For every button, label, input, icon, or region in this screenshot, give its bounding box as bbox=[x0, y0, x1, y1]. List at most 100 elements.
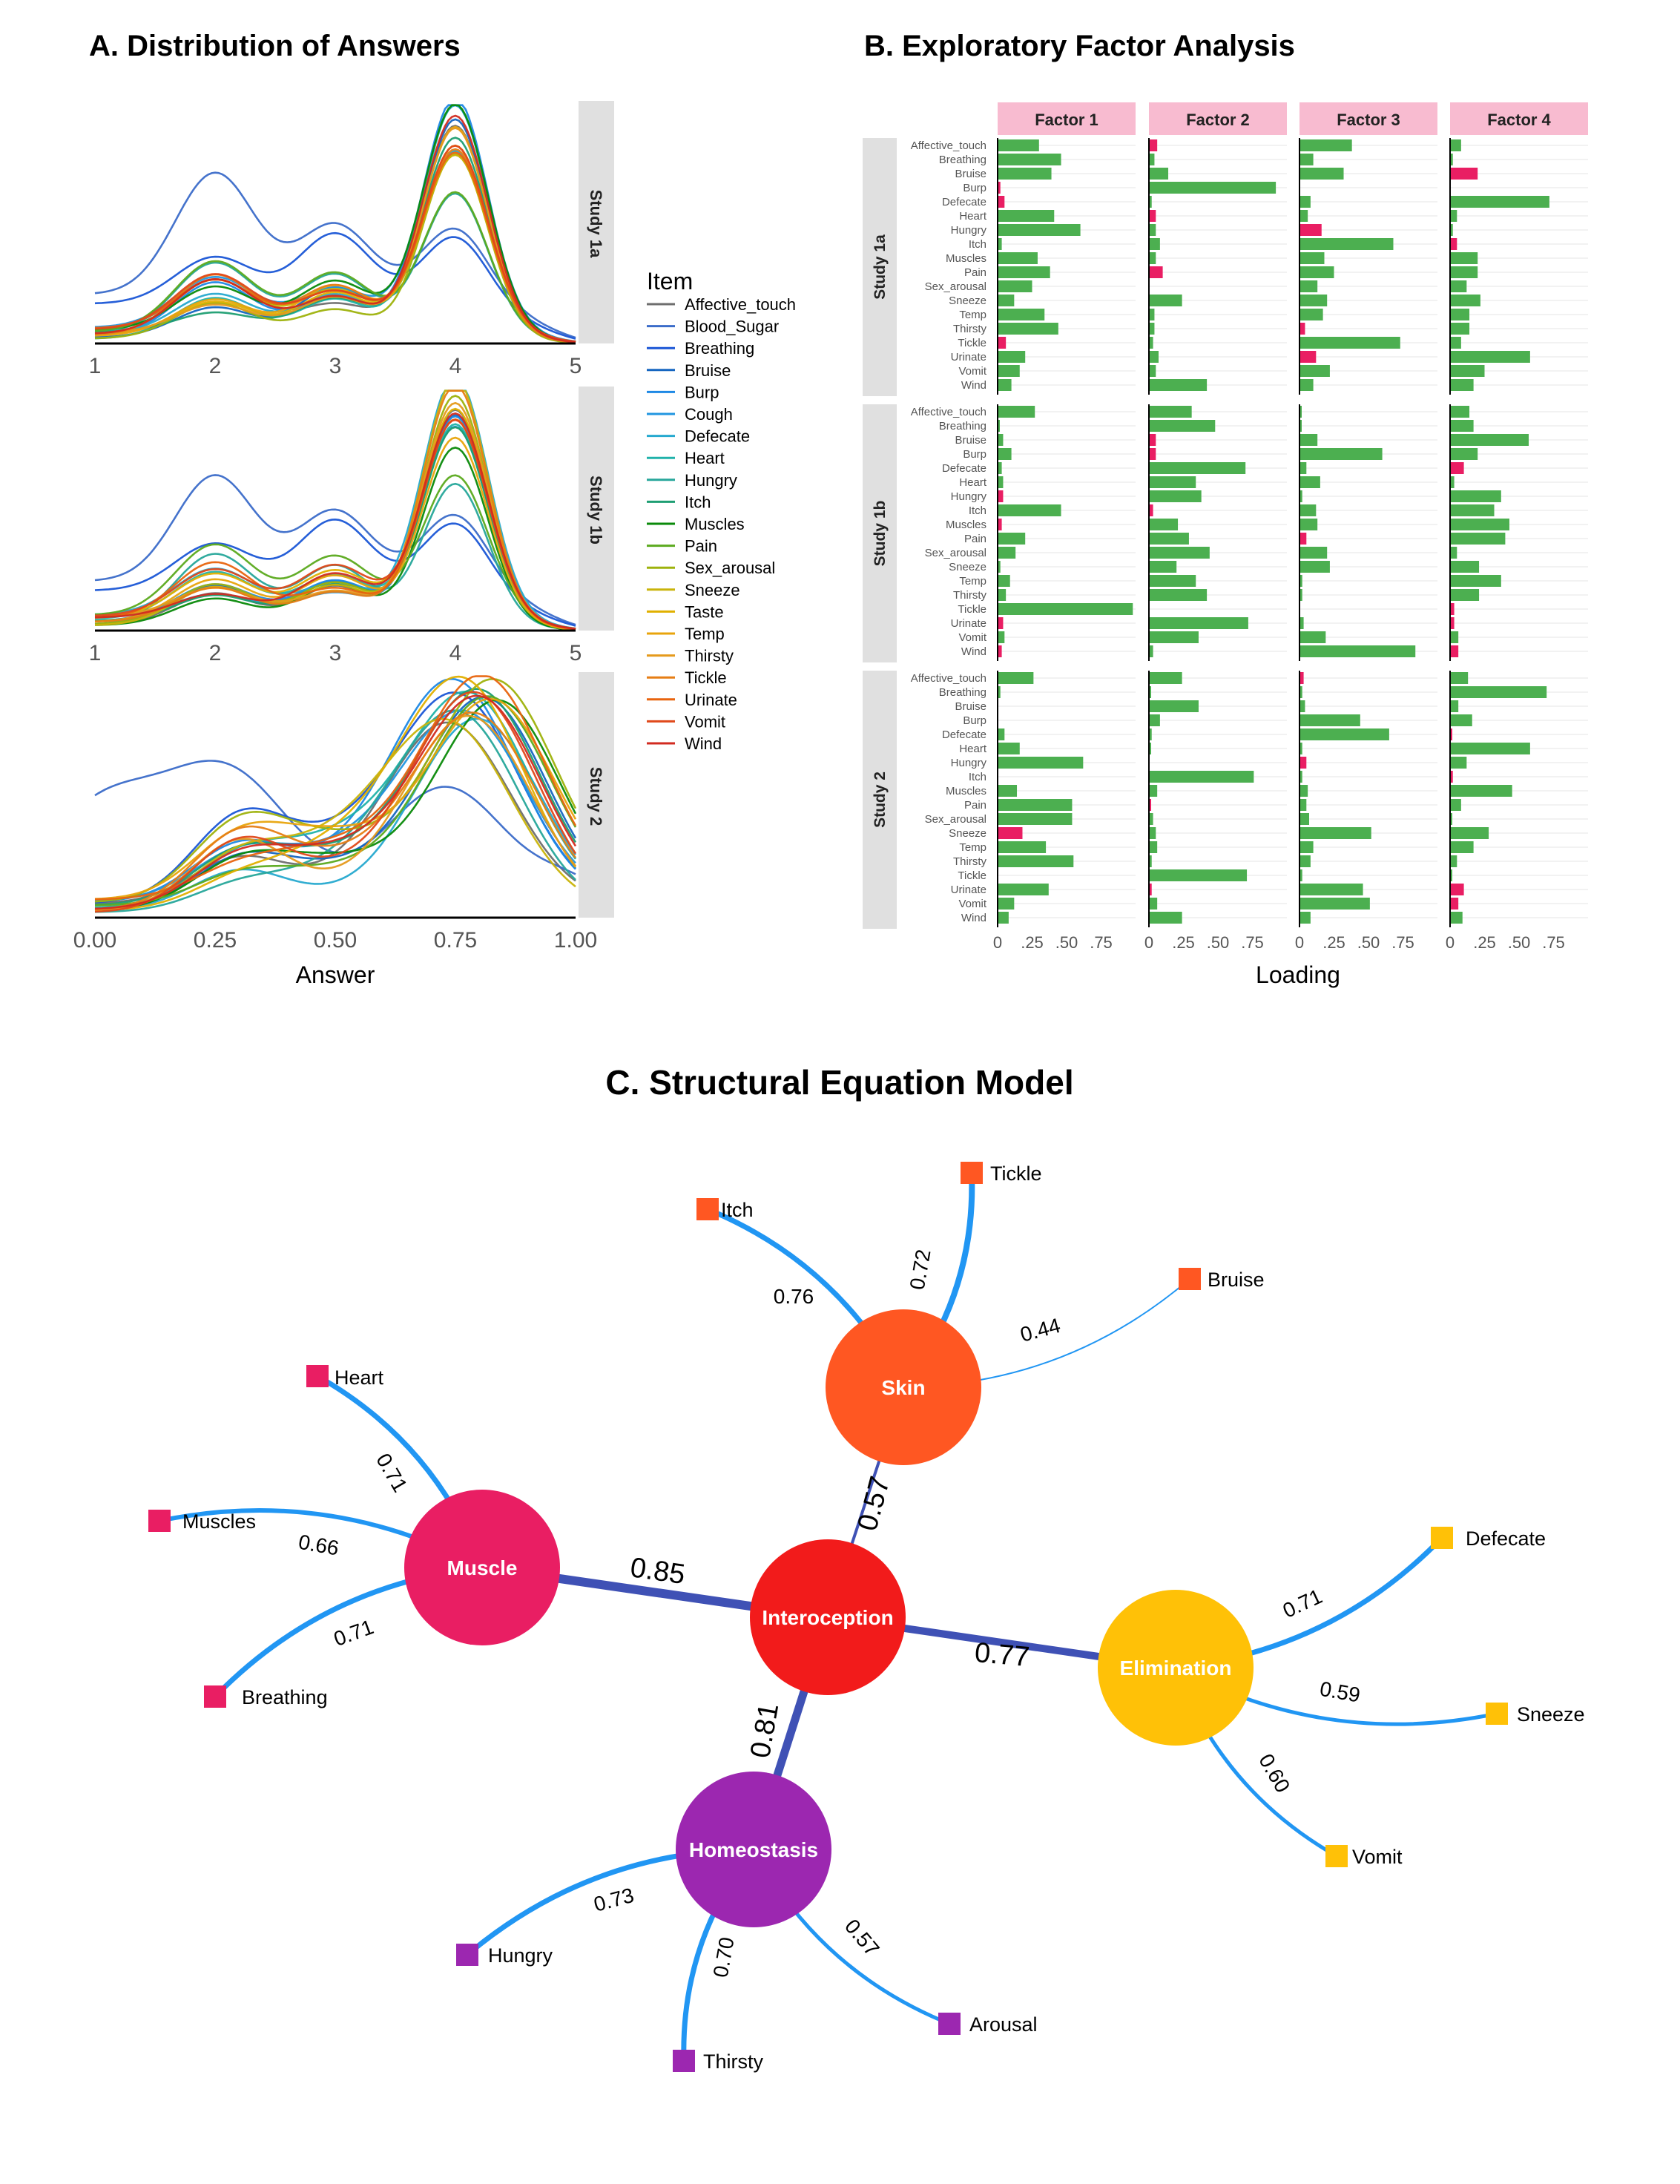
indicator-label: Muscles bbox=[182, 1510, 256, 1533]
loading-bar bbox=[1299, 785, 1308, 797]
loading-bar bbox=[1450, 743, 1530, 754]
loading-bar bbox=[1299, 351, 1317, 363]
density-line-defecate bbox=[94, 149, 576, 343]
loading-bar bbox=[998, 743, 1020, 754]
loading-bar bbox=[1299, 714, 1360, 726]
density-line-muscles bbox=[94, 104, 576, 343]
indicator-loading-label: 0.60 bbox=[1254, 1750, 1294, 1797]
legend-label: Taste bbox=[685, 602, 724, 621]
legend-label: Wind bbox=[685, 734, 722, 753]
loading-bar bbox=[998, 420, 1000, 432]
loading-bar bbox=[1450, 841, 1474, 853]
legend-item: Muscles bbox=[647, 515, 745, 533]
density-line-cough bbox=[94, 709, 576, 901]
loading-bar bbox=[998, 672, 1034, 684]
loading-bar bbox=[1299, 533, 1307, 545]
latent-node-interoception bbox=[750, 1539, 906, 1695]
item-label: Muscles bbox=[946, 785, 986, 797]
loading-bar bbox=[1450, 139, 1461, 151]
loading-bar bbox=[998, 337, 1007, 349]
x-tick-label: 1 bbox=[89, 641, 102, 665]
indicator-loading-label: 0.66 bbox=[297, 1530, 340, 1560]
legend-item: Affective_touch bbox=[647, 295, 796, 314]
density-line-itch bbox=[94, 426, 576, 631]
loading-bar bbox=[998, 728, 1005, 740]
loading-bar bbox=[1299, 645, 1416, 657]
loading-bar bbox=[1299, 379, 1314, 391]
item-label: Tickle bbox=[958, 337, 986, 349]
loading-bar bbox=[998, 519, 1002, 530]
factor-node-label: Skin bbox=[881, 1376, 925, 1399]
item-label: Breathing bbox=[939, 420, 986, 432]
structural-loading-label: 0.85 bbox=[628, 1552, 687, 1591]
loading-bar bbox=[1450, 266, 1478, 278]
x-tick-label: 0.00 bbox=[73, 928, 116, 953]
loading-bar bbox=[1299, 196, 1311, 208]
loading-bar bbox=[998, 238, 1002, 250]
loading-bar bbox=[1299, 323, 1305, 335]
indicator-node bbox=[1325, 1845, 1348, 1867]
legend-label: Sneeze bbox=[685, 581, 740, 599]
loading-bar bbox=[1450, 884, 1464, 895]
loading-bar bbox=[1299, 476, 1320, 488]
legend-item: Breathing bbox=[647, 339, 754, 358]
loading-bar bbox=[1149, 168, 1169, 180]
item-label: Muscles bbox=[946, 252, 986, 265]
loading-bar bbox=[1149, 139, 1158, 151]
indicator-label: Thirsty bbox=[703, 2050, 764, 2073]
item-label: Vomit bbox=[958, 898, 986, 910]
indicator-loading-label: 0.73 bbox=[591, 1884, 636, 1916]
loading-bar bbox=[1299, 337, 1400, 349]
indicator-label: Breathing bbox=[242, 1686, 328, 1708]
loading-bar bbox=[998, 827, 1023, 839]
loading-bar bbox=[998, 785, 1018, 797]
loading-bar bbox=[1149, 813, 1153, 825]
x-tick-label: 0.50 bbox=[314, 928, 357, 953]
loading-bar bbox=[998, 561, 1001, 573]
loading-bar bbox=[1450, 533, 1506, 545]
facet-strip bbox=[579, 672, 614, 918]
loading-bar bbox=[1299, 799, 1307, 811]
loading-bar bbox=[998, 645, 1002, 657]
loading-bar bbox=[1149, 547, 1210, 559]
loading-bar bbox=[1450, 238, 1457, 250]
loading-bar bbox=[1450, 617, 1455, 629]
study-facet-2: Study 1b Affective_touch Breathing BruiseBu… bbox=[863, 404, 1588, 662]
loading-bar bbox=[1450, 154, 1453, 165]
loading-bar bbox=[998, 476, 1004, 488]
loading-bar bbox=[1299, 743, 1302, 754]
loading-bar bbox=[1299, 309, 1323, 320]
indicator-node bbox=[148, 1510, 171, 1532]
loading-bar bbox=[998, 504, 1061, 516]
loading-bar bbox=[1450, 547, 1457, 559]
facet-strip-label: Study 1a bbox=[587, 190, 605, 258]
facet-strip bbox=[579, 101, 614, 343]
loading-bar bbox=[1450, 210, 1457, 222]
x-tick-label: 0.75 bbox=[434, 928, 477, 953]
loading-bar bbox=[998, 139, 1039, 151]
study-strip bbox=[863, 404, 897, 662]
item-label: Urinate bbox=[951, 351, 986, 364]
density-line-blood_sugar bbox=[94, 171, 576, 339]
item-label: Heart bbox=[959, 743, 987, 755]
indicator-label: Tickle bbox=[990, 1162, 1042, 1185]
loading-bar bbox=[1149, 533, 1189, 545]
x-tick-label: .25 bbox=[1322, 933, 1345, 952]
loading-bar bbox=[1149, 210, 1156, 222]
density-facet-1: Study 1a 1 2 3 4 5 bbox=[89, 101, 614, 378]
loading-bar bbox=[1299, 827, 1371, 839]
item-label: Thirsty bbox=[953, 855, 987, 868]
x-tick-label: .75 bbox=[1241, 933, 1264, 952]
loading-bar bbox=[1450, 323, 1470, 335]
indicator-label: Heart bbox=[335, 1366, 384, 1389]
loading-bar bbox=[1149, 799, 1151, 811]
loading-bar bbox=[1149, 309, 1155, 320]
legend-item: Taste bbox=[647, 602, 724, 621]
legend-label: Temp bbox=[685, 625, 725, 643]
legend-item: Temp bbox=[647, 625, 725, 643]
loading-bar bbox=[1450, 280, 1467, 292]
loading-bar bbox=[1149, 771, 1254, 783]
loading-bar bbox=[1450, 196, 1549, 208]
density-facet-3: Study 2 0.00 0.25 0.50 0.75 1.00 bbox=[73, 672, 614, 953]
item-label: Temp bbox=[959, 841, 986, 854]
